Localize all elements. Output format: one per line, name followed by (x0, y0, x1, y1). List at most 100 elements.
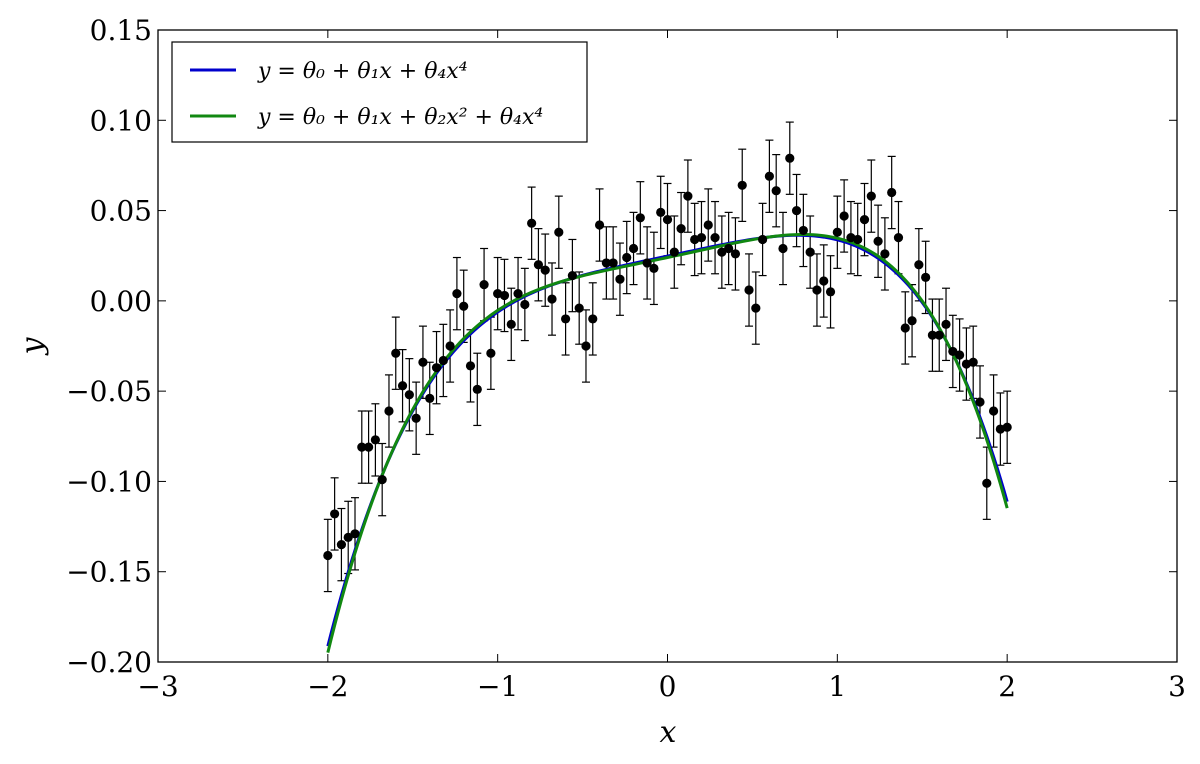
data-point (615, 274, 625, 284)
data-point (676, 224, 686, 234)
data-point (859, 215, 870, 225)
data-point (798, 225, 808, 236)
data-point (601, 258, 611, 268)
x-tick-label: 2 (998, 670, 1016, 703)
data-point (887, 187, 897, 198)
data-point (336, 540, 347, 550)
data-point (459, 301, 469, 311)
x-tick-label: −2 (307, 670, 348, 703)
data-point (431, 363, 442, 373)
data-point (547, 294, 557, 304)
data-point (921, 272, 931, 282)
data-point (479, 280, 489, 290)
data-point (533, 260, 544, 270)
data-point (669, 247, 679, 257)
data-point (581, 341, 591, 351)
data-point (377, 475, 387, 485)
data-point (825, 287, 836, 297)
data-point (941, 319, 951, 329)
data-point (391, 348, 401, 358)
data-point (397, 381, 408, 391)
x-tick-label: −1 (477, 670, 518, 703)
data-point (927, 330, 938, 340)
y-tick-label: −0.10 (66, 465, 152, 498)
data-point (988, 406, 999, 416)
data-point (656, 207, 666, 217)
data-point (764, 171, 775, 181)
data-point (880, 249, 890, 259)
axis-ticks: −3 −2 −1 0 1 2 3 −0.20 −0.15 −0.10 −0.05 0.00 0.05 0.… (66, 14, 1186, 703)
data-point (513, 289, 523, 299)
data-point (853, 234, 863, 245)
data-point (363, 442, 374, 452)
data-point (343, 532, 353, 543)
data-point (323, 550, 333, 561)
data-point (696, 233, 707, 243)
x-tick-label: −3 (137, 670, 178, 703)
data-point (506, 319, 516, 329)
x-axis-label: x (660, 715, 677, 750)
data-point (540, 265, 550, 275)
data-point (384, 406, 394, 416)
data-point (554, 227, 564, 237)
data-point (982, 478, 992, 488)
data-point (499, 290, 510, 301)
data-point (350, 529, 360, 539)
data-point (975, 397, 985, 407)
data-point (948, 346, 958, 357)
data-point (418, 357, 428, 367)
data-point (914, 260, 924, 270)
data-point (1002, 422, 1012, 432)
x-tick-label: 0 (659, 670, 677, 703)
data-point (717, 247, 727, 257)
data-point (724, 243, 734, 254)
data-point (642, 258, 652, 268)
data-point (438, 355, 448, 366)
data-point (357, 442, 367, 452)
data-points (323, 153, 1012, 561)
x-tick-label: 1 (828, 670, 846, 703)
data-point (785, 153, 795, 163)
data-point (472, 384, 482, 394)
data-point (934, 330, 944, 340)
data-point (900, 323, 910, 333)
data-point (683, 191, 693, 201)
data-point (866, 191, 876, 201)
data-point (751, 303, 761, 313)
y-tick-label: 0.05 (90, 195, 152, 228)
data-point (758, 234, 768, 245)
data-point (649, 263, 659, 273)
data-point (812, 285, 822, 295)
data-point (404, 390, 414, 400)
fit-curve-green (326, 232, 1009, 653)
legend-box (171, 41, 588, 143)
data-point (425, 393, 435, 403)
data-point (452, 289, 462, 299)
data-point (744, 285, 754, 295)
data-point (628, 243, 639, 254)
data-point (520, 299, 530, 310)
data-point (968, 357, 978, 367)
data-point (574, 303, 584, 313)
legend: y = θ₀ + θ₁x + θ₄x⁴ y = θ₀ + θ₁x + θ₂x² … (171, 41, 588, 143)
data-point (710, 233, 720, 243)
data-point (893, 233, 904, 243)
data-point (330, 509, 340, 519)
data-point (445, 341, 455, 351)
error-bars (323, 121, 1012, 593)
data-point (839, 211, 849, 221)
data-point (907, 316, 917, 326)
data-point (805, 247, 815, 257)
y-tick-label: −0.20 (66, 646, 152, 679)
data-point (561, 314, 571, 324)
x-tick-label: 3 (1168, 670, 1186, 703)
data-point (370, 435, 380, 445)
legend-label-green: y = θ₀ + θ₁x + θ₂x² + θ₄x⁴ (257, 105, 543, 130)
data-point (588, 314, 598, 324)
data-point (737, 180, 747, 190)
data-point (486, 348, 496, 358)
data-point (567, 270, 577, 281)
data-point (465, 361, 476, 371)
y-tick-label: −0.15 (66, 556, 152, 589)
